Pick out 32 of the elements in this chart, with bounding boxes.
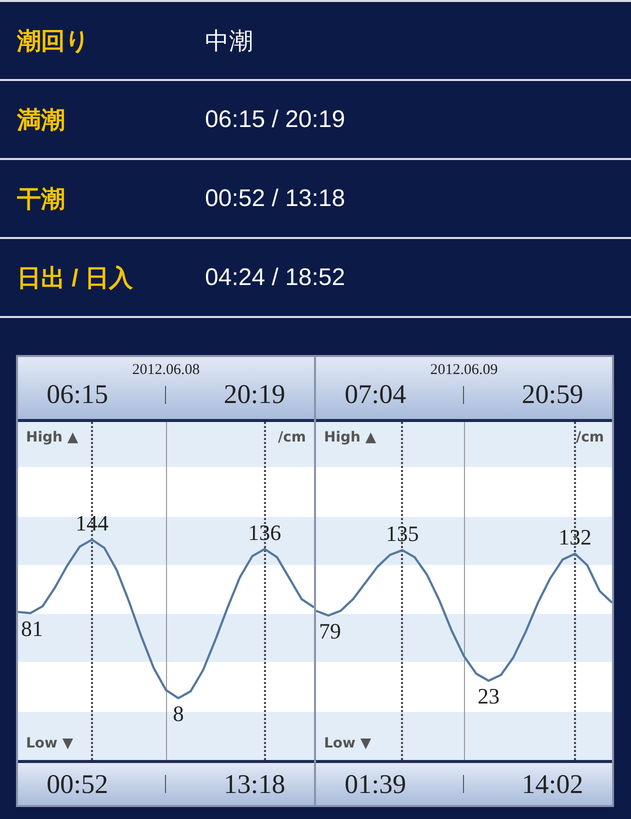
y-axis-title: /cm <box>576 430 604 446</box>
y-axis-title: /cm <box>278 430 306 446</box>
text: 06:15 / 20:19 <box>205 106 346 134</box>
text: 潮回り <box>16 26 91 56</box>
data-label: 136 <box>248 520 282 545</box>
chart-title: 2012.06.09 <box>429 361 499 379</box>
annotation: Low ▼ <box>324 736 372 752</box>
text: 中潮 <box>205 26 253 56</box>
text: 00:52 / 13:18 <box>205 184 346 212</box>
data-label: 8 <box>172 701 184 726</box>
text: 00:52 <box>46 768 108 800</box>
text: 07:04 <box>344 379 406 410</box>
text: 満潮 <box>16 106 66 136</box>
text: 日出 / 日入 <box>16 264 134 294</box>
annotation: High ▲ <box>26 430 78 446</box>
text: 干潮 <box>16 184 66 214</box>
text: 01:39 <box>344 768 406 800</box>
text: 14:02 <box>522 768 584 800</box>
data-label: 144 <box>76 510 108 536</box>
annotation: High ▲ <box>324 430 376 446</box>
data-label: 79 <box>319 618 341 644</box>
text: 13:18 <box>224 768 286 800</box>
data-label: 132 <box>558 524 592 550</box>
text: 20:59 <box>522 379 584 410</box>
data-label: 81 <box>21 616 43 641</box>
data-label: 23 <box>478 684 500 709</box>
annotation: Low ▼ <box>26 736 74 752</box>
text: 06:15 <box>46 379 108 410</box>
text: 20:19 <box>224 379 286 410</box>
chart-title: 2012.06.08 <box>131 361 201 379</box>
text: 04:24 / 18:52 <box>205 264 346 292</box>
data-label: 135 <box>386 520 419 546</box>
